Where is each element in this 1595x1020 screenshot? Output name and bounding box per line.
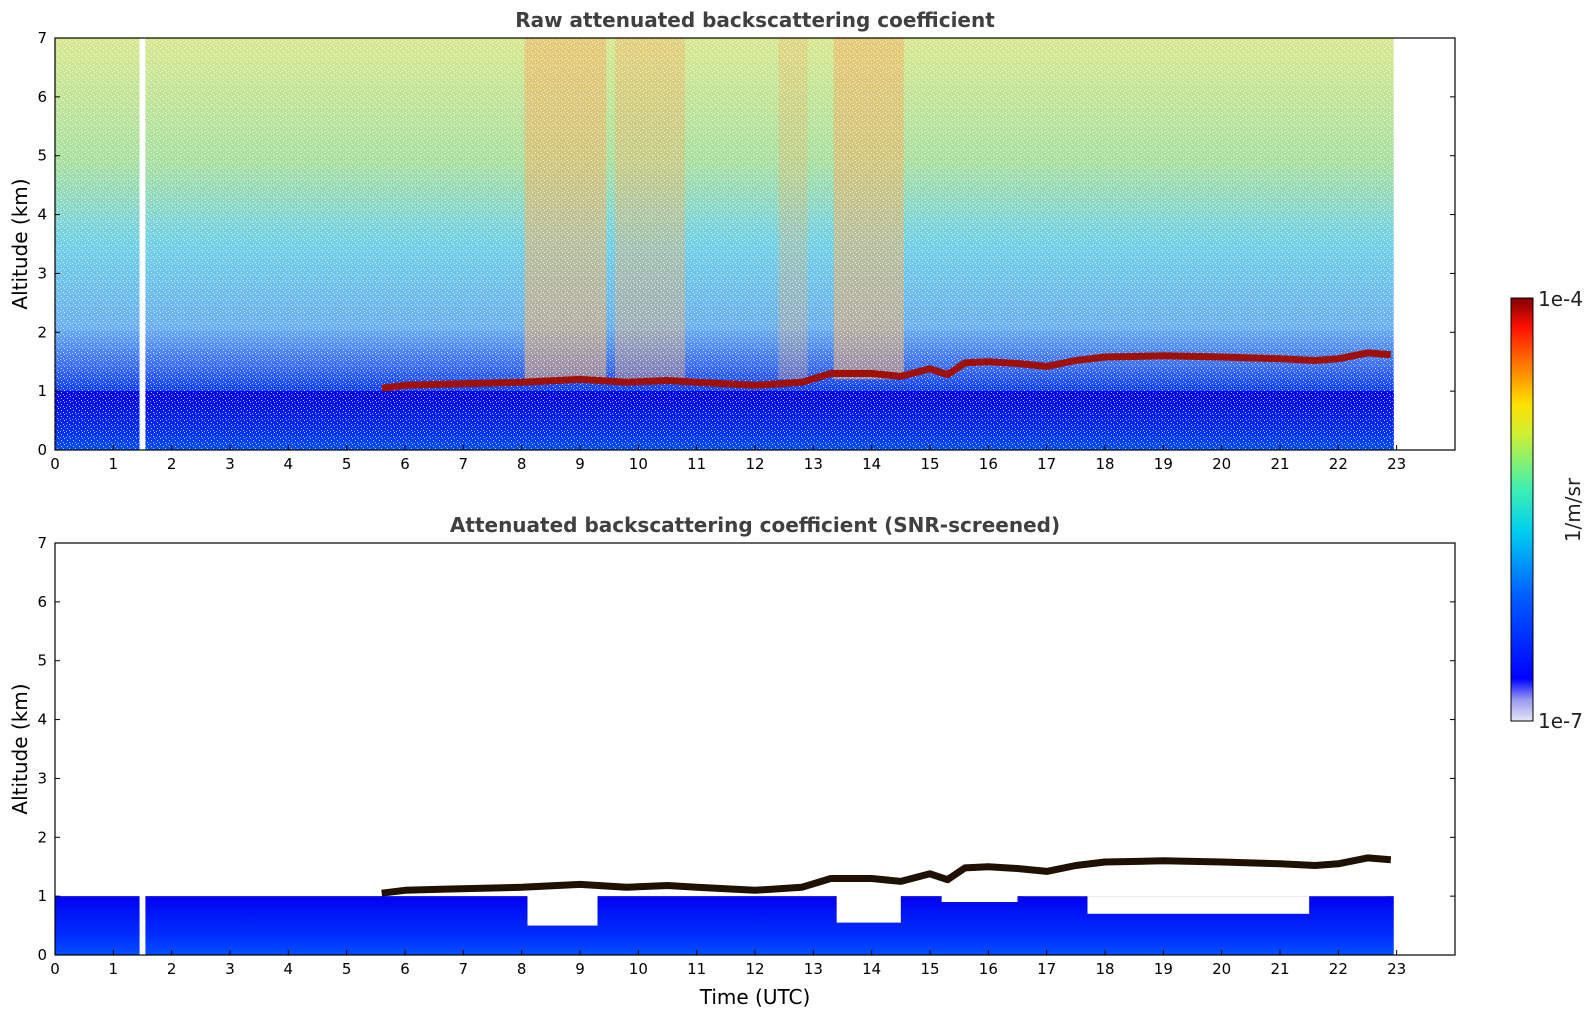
x-tick-label: 8	[517, 455, 527, 473]
y-tick-label: 5	[37, 652, 47, 670]
x-tick-label: 6	[400, 960, 410, 978]
data-gap	[139, 543, 146, 955]
x-tick-label: 16	[979, 960, 998, 978]
x-tick-label: 11	[687, 455, 706, 473]
x-tick-label: 5	[342, 455, 352, 473]
x-tick-label: 19	[1154, 455, 1173, 473]
x-tick-label: 23	[1387, 960, 1406, 978]
x-tick-label: 6	[400, 455, 410, 473]
panel-title: Attenuated backscattering coefficient (S…	[450, 513, 1060, 537]
x-tick-label: 12	[745, 455, 764, 473]
y-axis-label: Altitude (km)	[8, 178, 32, 309]
y-tick-label: 7	[37, 534, 47, 552]
x-tick-label: 0	[50, 455, 60, 473]
x-tick-label: 22	[1329, 960, 1348, 978]
screened-gap	[527, 890, 598, 926]
y-tick-label: 7	[37, 29, 47, 47]
screened-gap	[1023, 863, 1385, 897]
x-tick-label: 1	[109, 960, 119, 978]
y-tick-label: 0	[37, 946, 47, 964]
x-tick-label: 14	[862, 960, 881, 978]
colorbar-unit-label: 1/m/sr	[1561, 477, 1585, 542]
noise-speckle	[55, 38, 1394, 450]
y-tick-label: 4	[37, 206, 47, 224]
y-tick-label: 1	[37, 887, 47, 905]
x-tick-label: 1	[109, 455, 119, 473]
x-tick-label: 13	[804, 455, 823, 473]
x-tick-label: 17	[1037, 455, 1056, 473]
screened-backscatter-panel: 0 1 2 3 4 5 6 7 8 9 10 11 12 13 14 15 16 17 18 19 20 21 22 2301…	[8, 513, 1456, 1009]
x-tick-label: 9	[575, 455, 585, 473]
plot-area	[55, 38, 1394, 450]
cloud-layer	[381, 854, 1392, 897]
x-tick-label: 4	[284, 960, 294, 978]
x-tick-label: 20	[1212, 455, 1231, 473]
y-tick-label: 4	[37, 711, 47, 729]
y-tick-label: 2	[37, 323, 47, 341]
raw-backscatter-panel: 0 1 2 3 4 5 6 7 8 9 10 11 12 13 14 15 16 17 18 19 20 21 22 2301…	[8, 8, 1456, 473]
x-tick-label: 3	[225, 960, 235, 978]
x-tick-label: 19	[1154, 960, 1173, 978]
x-tick-label: 12	[745, 960, 764, 978]
y-tick-label: 0	[37, 441, 47, 459]
x-tick-label: 4	[284, 455, 294, 473]
x-tick-label: 17	[1037, 960, 1056, 978]
x-tick-label: 11	[687, 960, 706, 978]
x-axis-label: Time (UTC)	[699, 985, 811, 1009]
y-tick-label: 6	[37, 88, 47, 106]
x-tick-label: 16	[979, 455, 998, 473]
x-tick-label: 10	[629, 455, 648, 473]
x-tick-label: 7	[459, 960, 469, 978]
x-tick-label: 13	[804, 960, 823, 978]
y-tick-label: 5	[37, 147, 47, 165]
y-tick-label: 2	[37, 828, 47, 846]
x-tick-label: 0	[50, 960, 60, 978]
x-tick-label: 21	[1270, 455, 1289, 473]
colorbar-max-label: 1e-4	[1538, 287, 1583, 311]
y-tick-label: 3	[37, 769, 47, 787]
screened-gap	[1087, 896, 1310, 914]
x-tick-label: 22	[1329, 455, 1348, 473]
x-tick-label: 14	[862, 455, 881, 473]
y-axis-label: Altitude (km)	[8, 683, 32, 814]
screened-gap	[836, 884, 901, 923]
x-tick-label: 8	[517, 960, 527, 978]
x-tick-label: 5	[342, 960, 352, 978]
colorbar: 1e-4 1e-7 1/m/sr	[1510, 287, 1585, 733]
plot-area	[55, 543, 1394, 955]
x-tick-label: 10	[629, 960, 648, 978]
colorbar-gradient	[1510, 297, 1534, 722]
y-tick-label: 6	[37, 593, 47, 611]
panel-title: Raw attenuated backscattering coefficien…	[515, 8, 995, 32]
y-tick-label: 3	[37, 264, 47, 282]
x-tick-label: 21	[1270, 960, 1289, 978]
x-tick-label: 7	[459, 455, 469, 473]
y-tick-label: 1	[37, 382, 47, 400]
x-tick-label: 20	[1212, 960, 1231, 978]
x-tick-label: 9	[575, 960, 585, 978]
x-tick-label: 15	[920, 455, 939, 473]
x-tick-label: 3	[225, 455, 235, 473]
colorbar-min-label: 1e-7	[1538, 709, 1583, 733]
x-tick-label: 18	[1095, 960, 1114, 978]
x-tick-label: 15	[920, 960, 939, 978]
x-tick-label: 23	[1387, 455, 1406, 473]
cloud-layer	[381, 349, 1392, 392]
x-tick-label: 2	[167, 455, 177, 473]
x-tick-label: 2	[167, 960, 177, 978]
data-gap	[139, 38, 146, 450]
x-tick-label: 18	[1095, 455, 1114, 473]
